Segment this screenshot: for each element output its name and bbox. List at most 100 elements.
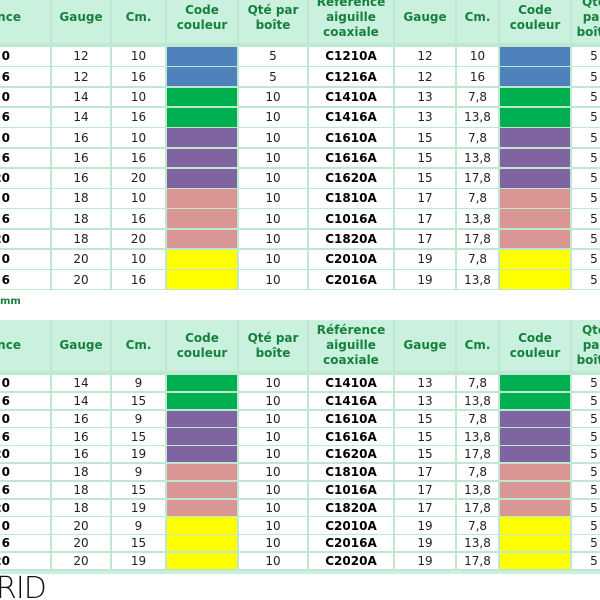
color-swatch: [500, 168, 570, 188]
value-cell: 10: [239, 375, 307, 392]
reference-cell: 0: [0, 250, 50, 269]
reference-cell: 0: [0, 464, 50, 481]
coaxial-reference-cell: C1210A: [309, 47, 393, 66]
gap: [0, 290, 600, 318]
color-swatch: [167, 270, 237, 290]
header-cell: Code couleur: [500, 320, 570, 371]
color-swatch: [167, 553, 237, 570]
reference-cell: 6: [0, 148, 50, 168]
color-swatch: [167, 392, 237, 410]
color-swatch: [500, 148, 570, 168]
value-cell: 7,8: [457, 375, 498, 392]
color-swatch: [500, 375, 570, 392]
color-swatch: [167, 168, 237, 188]
value-cell: 10: [239, 107, 307, 127]
reference-cell: 0: [0, 517, 50, 534]
header-cell: ence: [0, 0, 50, 43]
color-swatch: [167, 250, 237, 269]
color-swatch: [500, 189, 570, 208]
color-swatch: [500, 428, 570, 445]
color-swatch: [167, 148, 237, 168]
header-cell: Qté par boîte: [239, 320, 307, 371]
reference-cell: 0: [0, 128, 50, 147]
value-cell: 10: [239, 250, 307, 269]
value-cell: 5: [572, 446, 600, 463]
color-swatch: [500, 87, 570, 107]
value-cell: 13,8: [457, 535, 498, 552]
value-cell: 14: [52, 107, 110, 127]
reference-cell: 0: [0, 189, 50, 208]
value-cell: 13,8: [457, 392, 498, 410]
coaxial-reference-cell: C1016A: [309, 481, 393, 499]
color-swatch: [167, 481, 237, 499]
color-swatch: [500, 107, 570, 127]
value-cell: 10: [457, 47, 498, 66]
value-cell: 5: [572, 553, 600, 570]
value-cell: 9: [112, 464, 165, 481]
value-cell: 10: [239, 189, 307, 208]
coaxial-reference-cell: C1416A: [309, 392, 393, 410]
value-cell: 20: [112, 229, 165, 249]
color-swatch: [167, 107, 237, 127]
value-cell: 15: [112, 428, 165, 445]
value-cell: 10: [239, 446, 307, 463]
value-cell: 16: [52, 428, 110, 445]
color-swatch: [500, 250, 570, 269]
value-cell: 19: [112, 553, 165, 570]
value-cell: 18: [52, 209, 110, 229]
footer-rule: [0, 571, 600, 574]
header-cell: Gauge: [52, 320, 110, 371]
coaxial-reference-cell: C1216A: [309, 67, 393, 87]
value-cell: 15: [395, 428, 455, 445]
value-cell: 12: [395, 67, 455, 87]
value-cell: 5: [239, 67, 307, 87]
color-swatch: [167, 517, 237, 534]
value-cell: 10: [239, 410, 307, 427]
value-cell: 7,8: [457, 128, 498, 147]
coaxial-reference-cell: C1610A: [309, 410, 393, 427]
value-cell: 17,8: [457, 229, 498, 249]
value-cell: 16: [52, 128, 110, 147]
value-cell: 12: [52, 47, 110, 66]
value-cell: 17,8: [457, 168, 498, 188]
value-cell: 13,8: [457, 209, 498, 229]
reference-cell: 20: [0, 499, 50, 516]
color-swatch: [500, 270, 570, 290]
color-swatch: [500, 535, 570, 552]
value-cell: 20: [52, 250, 110, 269]
value-cell: 13,8: [457, 481, 498, 499]
value-cell: 13: [395, 87, 455, 107]
header-cell: Gauge: [395, 0, 455, 43]
value-cell: 5: [572, 229, 600, 249]
color-swatch: [500, 499, 570, 516]
value-cell: 15: [395, 168, 455, 188]
value-cell: 5: [572, 209, 600, 229]
value-cell: 10: [112, 189, 165, 208]
reference-cell: 6: [0, 428, 50, 445]
value-cell: 16: [52, 410, 110, 427]
header-cell: Code couleur: [167, 320, 237, 371]
value-cell: 18: [52, 499, 110, 516]
value-cell: 14: [52, 87, 110, 107]
value-cell: 18: [52, 229, 110, 249]
coaxial-reference-cell: C1810A: [309, 464, 393, 481]
value-cell: 10: [239, 168, 307, 188]
value-cell: 9: [112, 517, 165, 534]
color-swatch: [500, 517, 570, 534]
value-cell: 5: [572, 535, 600, 552]
value-cell: 5: [572, 128, 600, 147]
value-cell: 19: [112, 446, 165, 463]
color-swatch: [167, 87, 237, 107]
coaxial-reference-cell: C2010A: [309, 250, 393, 269]
value-cell: 5: [572, 270, 600, 290]
header-cell: Code couleur: [167, 0, 237, 43]
value-cell: 16: [52, 148, 110, 168]
color-swatch: [500, 209, 570, 229]
value-cell: 18: [52, 481, 110, 499]
value-cell: 20: [52, 535, 110, 552]
value-cell: 10: [239, 464, 307, 481]
value-cell: 17,8: [457, 446, 498, 463]
value-cell: 15: [112, 392, 165, 410]
reference-cell: 6: [0, 107, 50, 127]
